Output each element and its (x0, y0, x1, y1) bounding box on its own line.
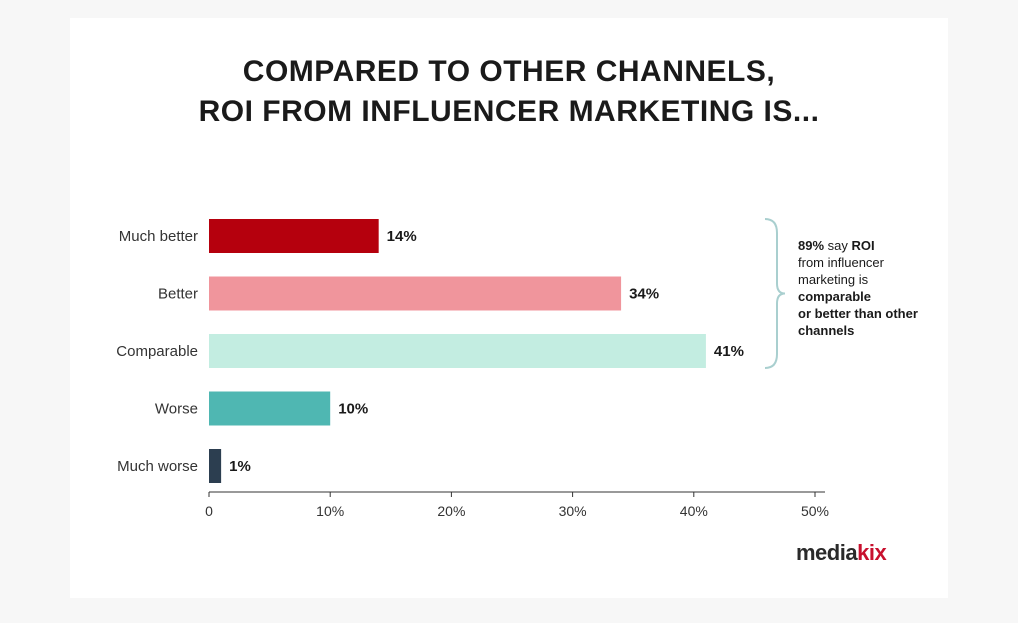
x-tick-label: 50% (801, 503, 829, 519)
note-roi: ROI (851, 238, 875, 253)
title-line-2: ROI FROM INFLUENCER MARKETING IS... (198, 95, 820, 128)
annotation-bracket (764, 218, 786, 369)
bar (209, 449, 222, 483)
category-label: Comparable (116, 343, 198, 360)
x-tick-label: 0 (205, 503, 213, 519)
data-label: 34% (629, 286, 659, 303)
bars-group: Much better 14% Better 34% Comparable 41% Wors… (116, 219, 744, 483)
category-label: Worse (155, 401, 198, 418)
bar (209, 334, 706, 368)
chart-title: COMPARED TO OTHER CHANNELS, ROI FROM INF… (0, 52, 1018, 132)
data-label: 10% (338, 401, 368, 418)
mediakix-logo: mediakix (796, 540, 887, 566)
category-label: Much worse (117, 458, 198, 475)
data-label: 41% (714, 343, 744, 360)
x-tick-label: 10% (316, 503, 344, 519)
note-bold-1: comparable (798, 289, 871, 304)
x-tick-label: 20% (437, 503, 465, 519)
logo-text-accent: kix (857, 540, 887, 565)
x-tick-label: 40% (680, 503, 708, 519)
x-axis-ticks: 0 10% 20% 30% 40% 50% (205, 492, 829, 519)
logo-text-main: media (796, 540, 858, 565)
note-middle: from influencer marketing is (798, 255, 884, 287)
x-tick-label: 30% (559, 503, 587, 519)
note-say: say (824, 238, 852, 253)
category-label: Much better (119, 228, 198, 245)
data-label: 1% (229, 458, 251, 475)
bar (209, 219, 379, 253)
category-label: Better (158, 286, 198, 303)
title-line-1: COMPARED TO OTHER CHANNELS, (242, 55, 776, 88)
data-label: 14% (387, 228, 417, 245)
note-percent: 89% (798, 238, 825, 253)
bar (209, 276, 622, 311)
annotation-note: 89% say ROI from influencer marketing is… (798, 237, 928, 339)
note-bold-2: or better than other channels (798, 306, 918, 338)
bracket-path (764, 218, 786, 369)
bar (209, 391, 331, 426)
